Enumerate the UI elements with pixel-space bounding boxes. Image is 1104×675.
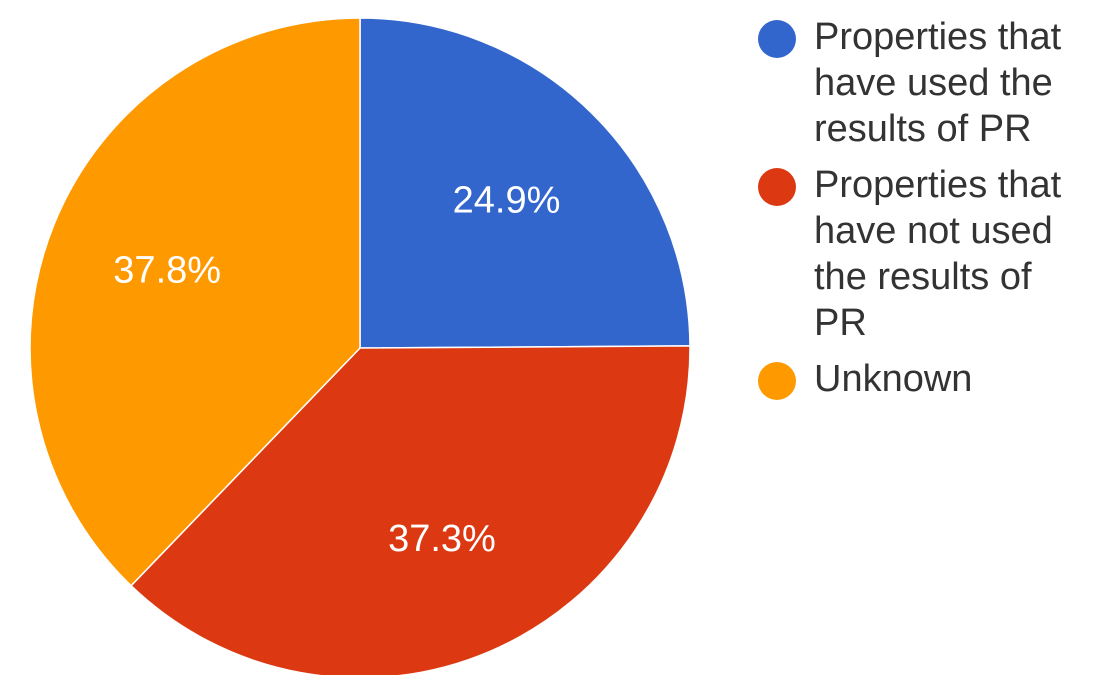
slice-label-3: 37.8% — [113, 249, 221, 291]
legend-item-1: Properties that have used the results of… — [758, 14, 1098, 152]
legend-swatch-icon — [758, 362, 796, 400]
legend-label: Unknown — [814, 358, 973, 400]
legend-item-2: Properties that have not used the result… — [758, 162, 1098, 346]
legend-label: Properties that have not used the result… — [814, 164, 1062, 344]
pie-slices — [29, 17, 691, 675]
slice-label-2: 37.3% — [388, 518, 496, 560]
pie-slice-2 — [130, 345, 691, 675]
pie-slice-1 — [359, 17, 691, 349]
legend-swatch-icon — [758, 20, 796, 58]
legend-label: Properties that have used the results of… — [814, 16, 1062, 150]
slice-label-1: 24.9% — [453, 180, 561, 222]
legend-swatch-icon — [758, 168, 796, 206]
chart-legend: Properties that have used the results of… — [758, 14, 1098, 412]
legend-item-3: Unknown — [758, 356, 1098, 402]
pie-slice-3 — [29, 17, 361, 587]
pie-slice-labels: 24.9% 37.3% 37.8% — [113, 180, 560, 561]
